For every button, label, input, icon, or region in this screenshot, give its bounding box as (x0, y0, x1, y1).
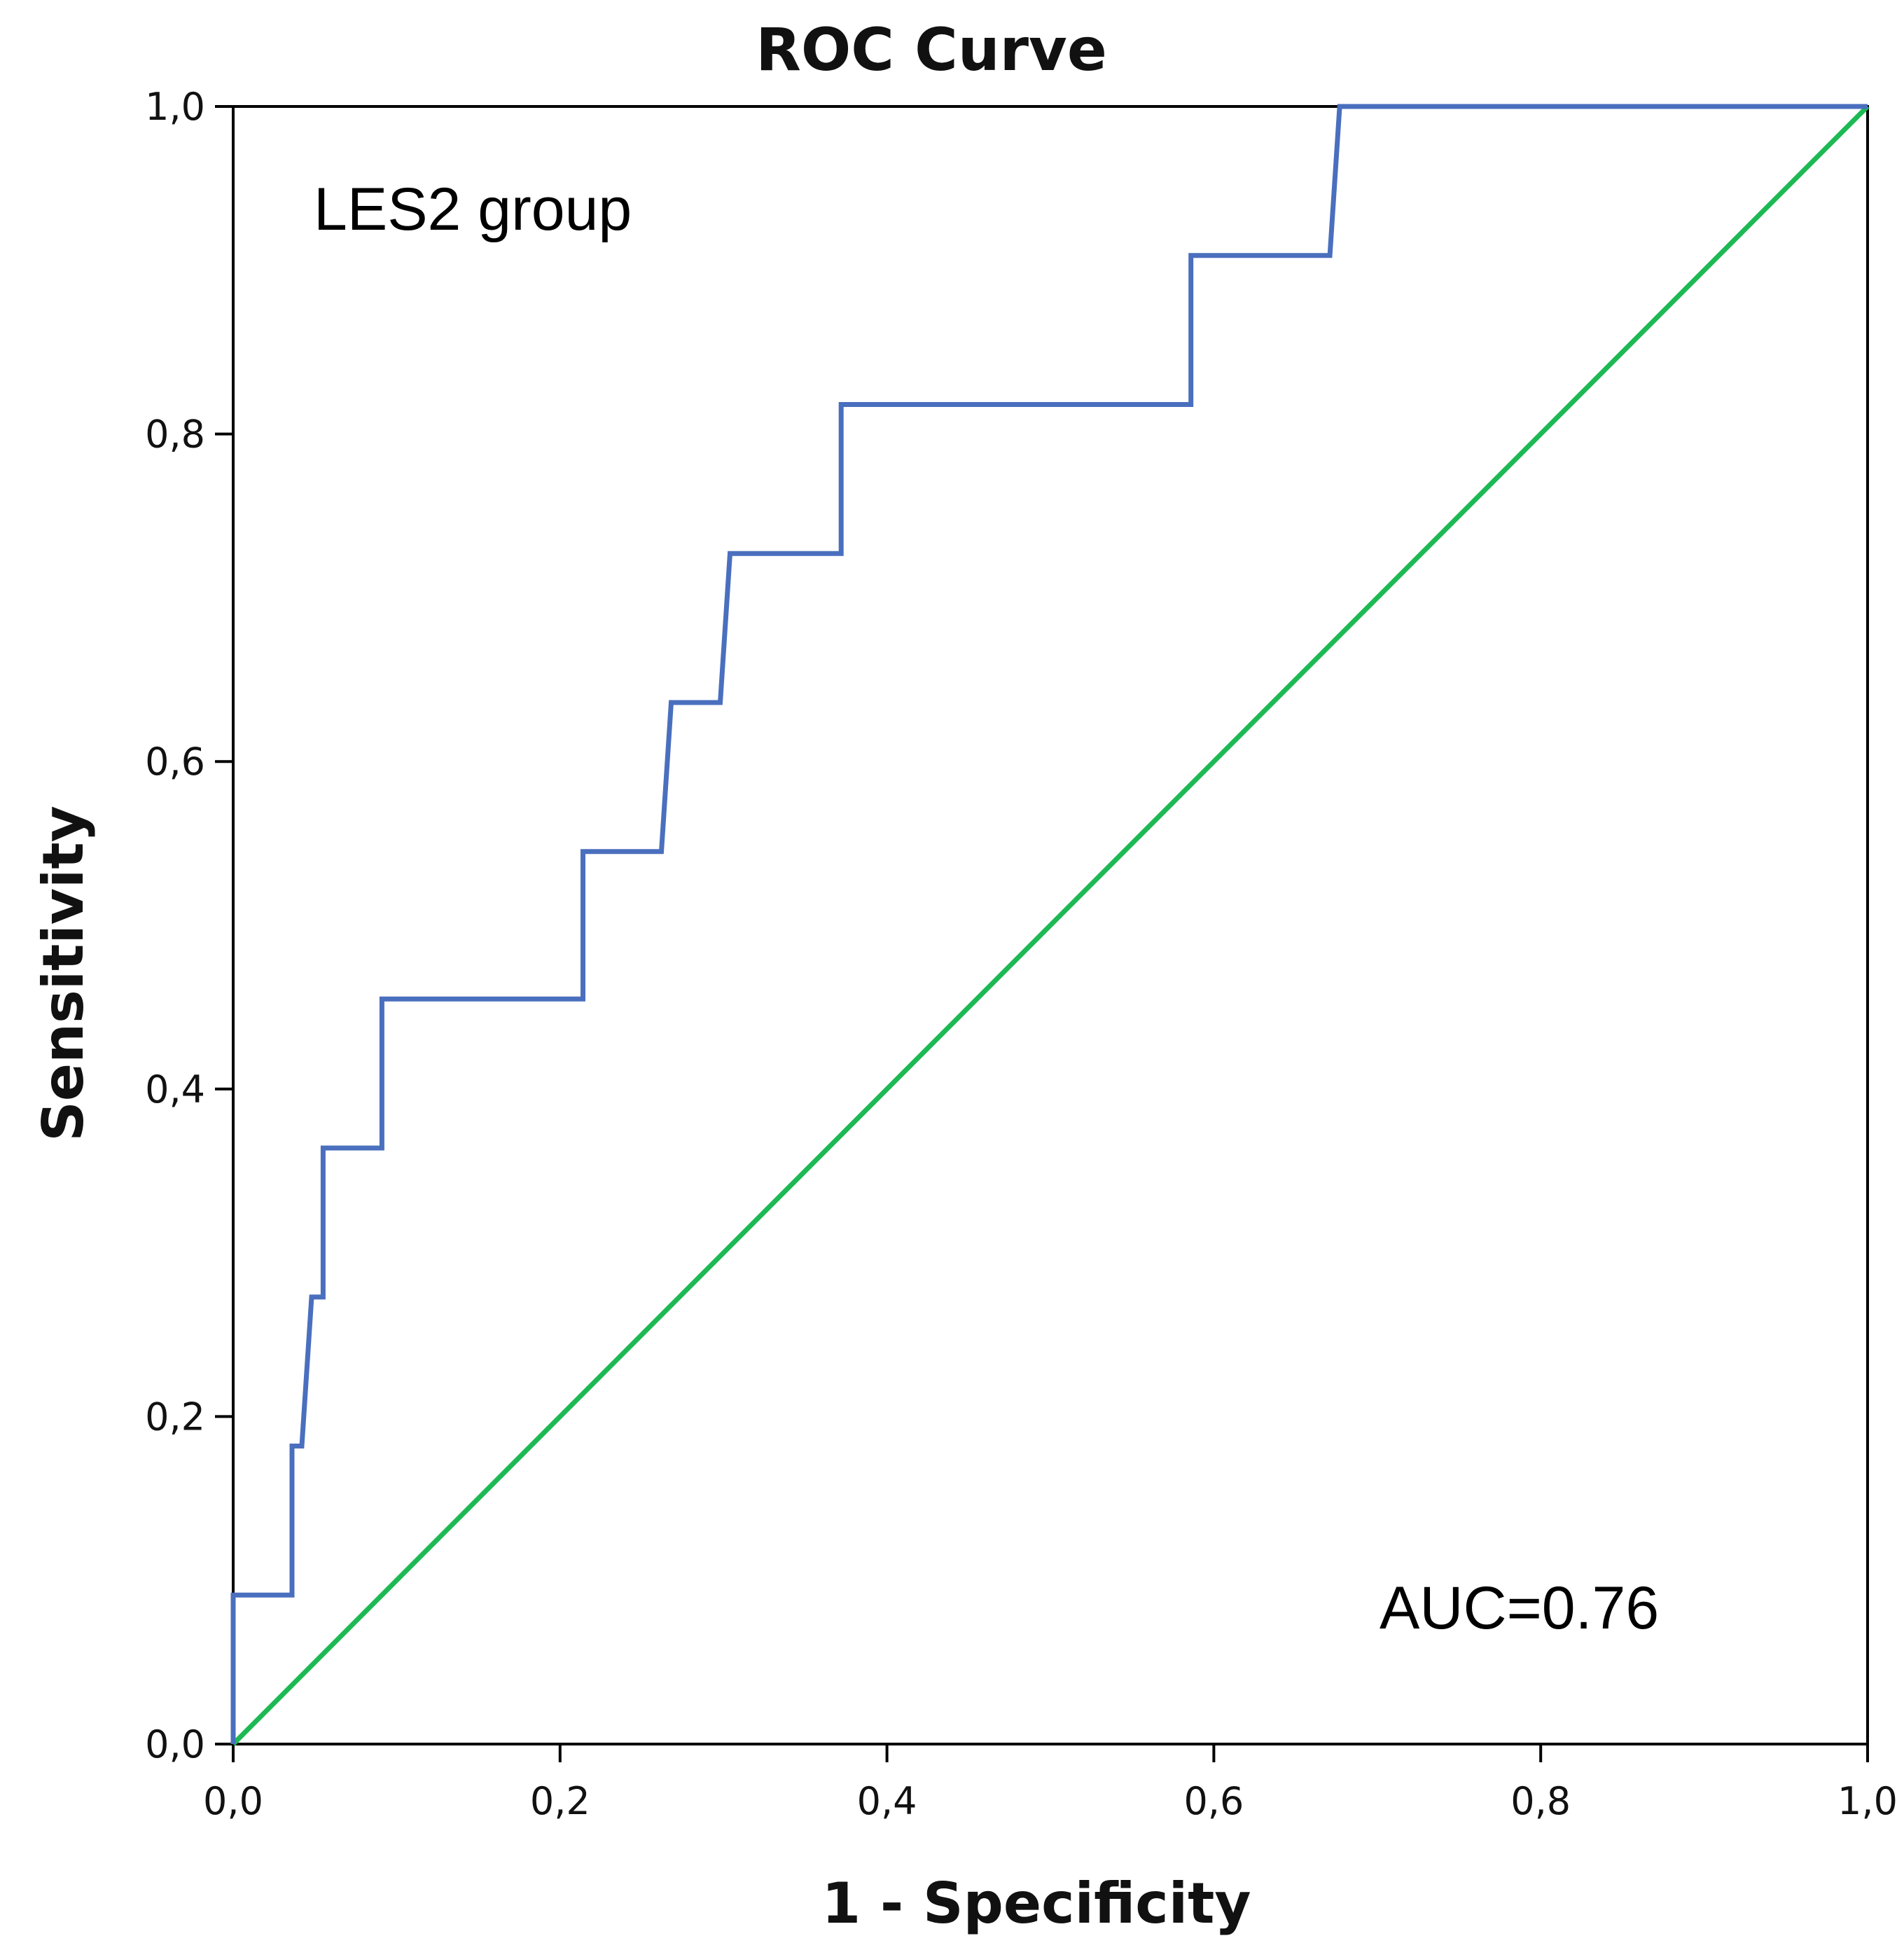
x-tick-label: 0,6 (1183, 1779, 1244, 1823)
y-tick-label: 0,4 (145, 1067, 205, 1112)
x-tick-label: 1,0 (1837, 1779, 1898, 1823)
series-layer (230, 104, 1870, 1746)
y-axis-ticks: 0,0 0,2 0,4 0,6 0,8 1,0 (145, 85, 233, 1766)
plot-frame (232, 105, 1869, 1745)
auc-annotation: AUC=0.76 (1380, 1575, 1659, 1642)
x-axis-ticks: 0,0 0,2 0,4 0,6 0,8 1,0 (203, 1744, 1898, 1823)
chart-title: ROC Curve (756, 15, 1107, 84)
y-tick-label: 1,0 (145, 85, 205, 129)
group-annotation: LES2 group (314, 176, 632, 243)
reference-diagonal-line (231, 104, 1870, 1746)
y-tick-label: 0,6 (145, 740, 205, 784)
x-tick-label: 0,4 (857, 1779, 917, 1823)
x-tick-label: 0,0 (203, 1779, 263, 1823)
y-axis-label: Sensitivity (31, 805, 96, 1142)
plot-area: 0,0 0,2 0,4 0,6 0,8 1,0 0,0 0,2 0,4 0,6 0,8 1,0 (145, 85, 1898, 1823)
x-tick-label: 0,2 (530, 1779, 590, 1823)
x-tick-label: 0,8 (1510, 1779, 1571, 1823)
x-axis-label: 1 - Specificity (821, 1871, 1251, 1936)
roc-curve-line (230, 104, 1868, 1744)
y-tick-label: 0,8 (145, 413, 205, 457)
y-tick-label: 0,2 (145, 1395, 205, 1439)
y-tick-label: 0,0 (145, 1722, 205, 1766)
